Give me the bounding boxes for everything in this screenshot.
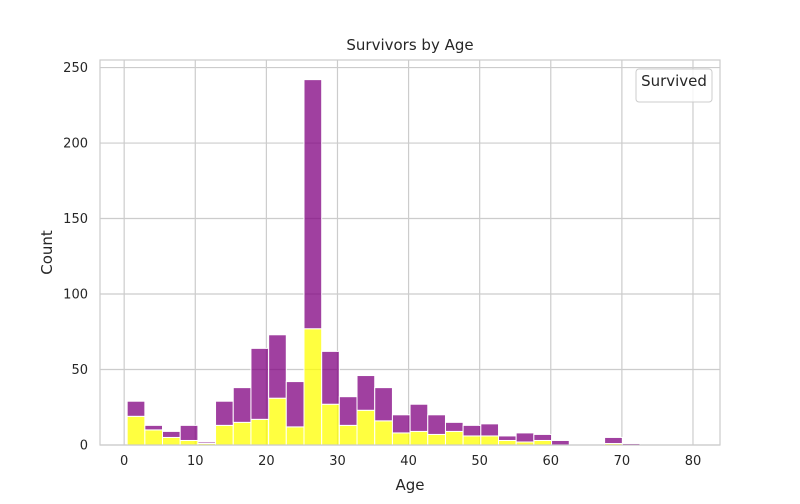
bar-series-0 [126, 415, 146, 446]
bar-series-1 [338, 396, 358, 426]
bar-series-0 [498, 439, 517, 446]
grid [100, 60, 720, 446]
bar-series-0 [250, 418, 270, 446]
bar-series-1 [533, 433, 553, 441]
x-tick-label: 10 [187, 454, 204, 469]
x-tick-label: 20 [258, 454, 275, 469]
bar-series-1 [356, 375, 376, 411]
x-axis-label: Age [395, 476, 424, 494]
bar-series-1 [374, 387, 393, 422]
bar-series-0 [409, 430, 429, 446]
bar-series-0 [391, 432, 411, 446]
legend-title: Survived [641, 72, 707, 90]
bar-series-0 [303, 328, 323, 446]
bar-series-1 [144, 424, 163, 431]
bar-series-1 [215, 400, 234, 426]
bar-series-0 [462, 435, 482, 446]
bar-series-1 [161, 430, 181, 438]
bar-series-1 [409, 403, 429, 432]
bar-series-0 [161, 436, 181, 446]
bar-series-0 [338, 424, 358, 446]
bar-series-1 [179, 424, 199, 441]
y-tick-label: 50 [71, 363, 88, 378]
bar-series-0 [321, 403, 340, 446]
x-tick-label: 60 [543, 454, 560, 469]
y-tick-label: 150 [63, 212, 88, 227]
bar-series-0 [285, 426, 305, 446]
legend: Survived [635, 68, 713, 103]
tick-labels: 0 10 20 30 40 50 60 70 80 0 50 100 150 200 250 [63, 61, 701, 469]
bar-series-0 [444, 430, 464, 446]
bar-series-0 [533, 439, 553, 446]
bar-series-1 [498, 435, 517, 441]
x-tick-label: 40 [400, 454, 417, 469]
bar-series-1 [126, 400, 146, 417]
bar-series-1 [551, 439, 570, 446]
bar-series-1 [444, 421, 464, 432]
bar-series-1 [427, 414, 446, 435]
bar-series-0 [232, 421, 252, 446]
bar-series-0 [179, 439, 199, 446]
y-tick-label: 250 [63, 61, 88, 76]
bar-series-1 [197, 441, 217, 444]
bar-series-0 [215, 424, 234, 446]
plot-frame [99, 59, 721, 446]
x-tick-label: 50 [471, 454, 488, 469]
bar-series-1 [303, 79, 323, 330]
bar-series-0 [480, 435, 500, 446]
x-tick-label: 80 [685, 454, 702, 469]
bar-series-1 [480, 423, 500, 437]
bar-series-0 [144, 429, 163, 446]
bar-series-0 [374, 420, 393, 446]
bar-series-1 [462, 424, 482, 437]
y-tick-label: 200 [63, 137, 88, 152]
bar-series-0 [427, 433, 446, 446]
y-tick-label: 0 [80, 439, 88, 454]
bar-series-1 [285, 381, 305, 428]
x-tick-label: 70 [614, 454, 631, 469]
y-axis-label: Count [38, 230, 56, 275]
bar-series-1 [232, 387, 252, 423]
bar-series-1 [515, 432, 535, 443]
x-tick-label: 0 [120, 454, 128, 469]
x-tick-label: 30 [329, 454, 346, 469]
legend-box [635, 68, 713, 103]
bar-series-1 [391, 414, 411, 434]
bar-series-1 [321, 350, 340, 405]
bar-series-0 [268, 397, 287, 446]
y-tick-label: 100 [63, 288, 88, 303]
chart-title: Survivors by Age [346, 36, 473, 54]
bar-series-1 [250, 347, 270, 420]
bar-series-0 [356, 409, 376, 446]
bar-series-1 [604, 436, 623, 444]
bars [126, 79, 641, 446]
bar-series-1 [268, 334, 287, 399]
